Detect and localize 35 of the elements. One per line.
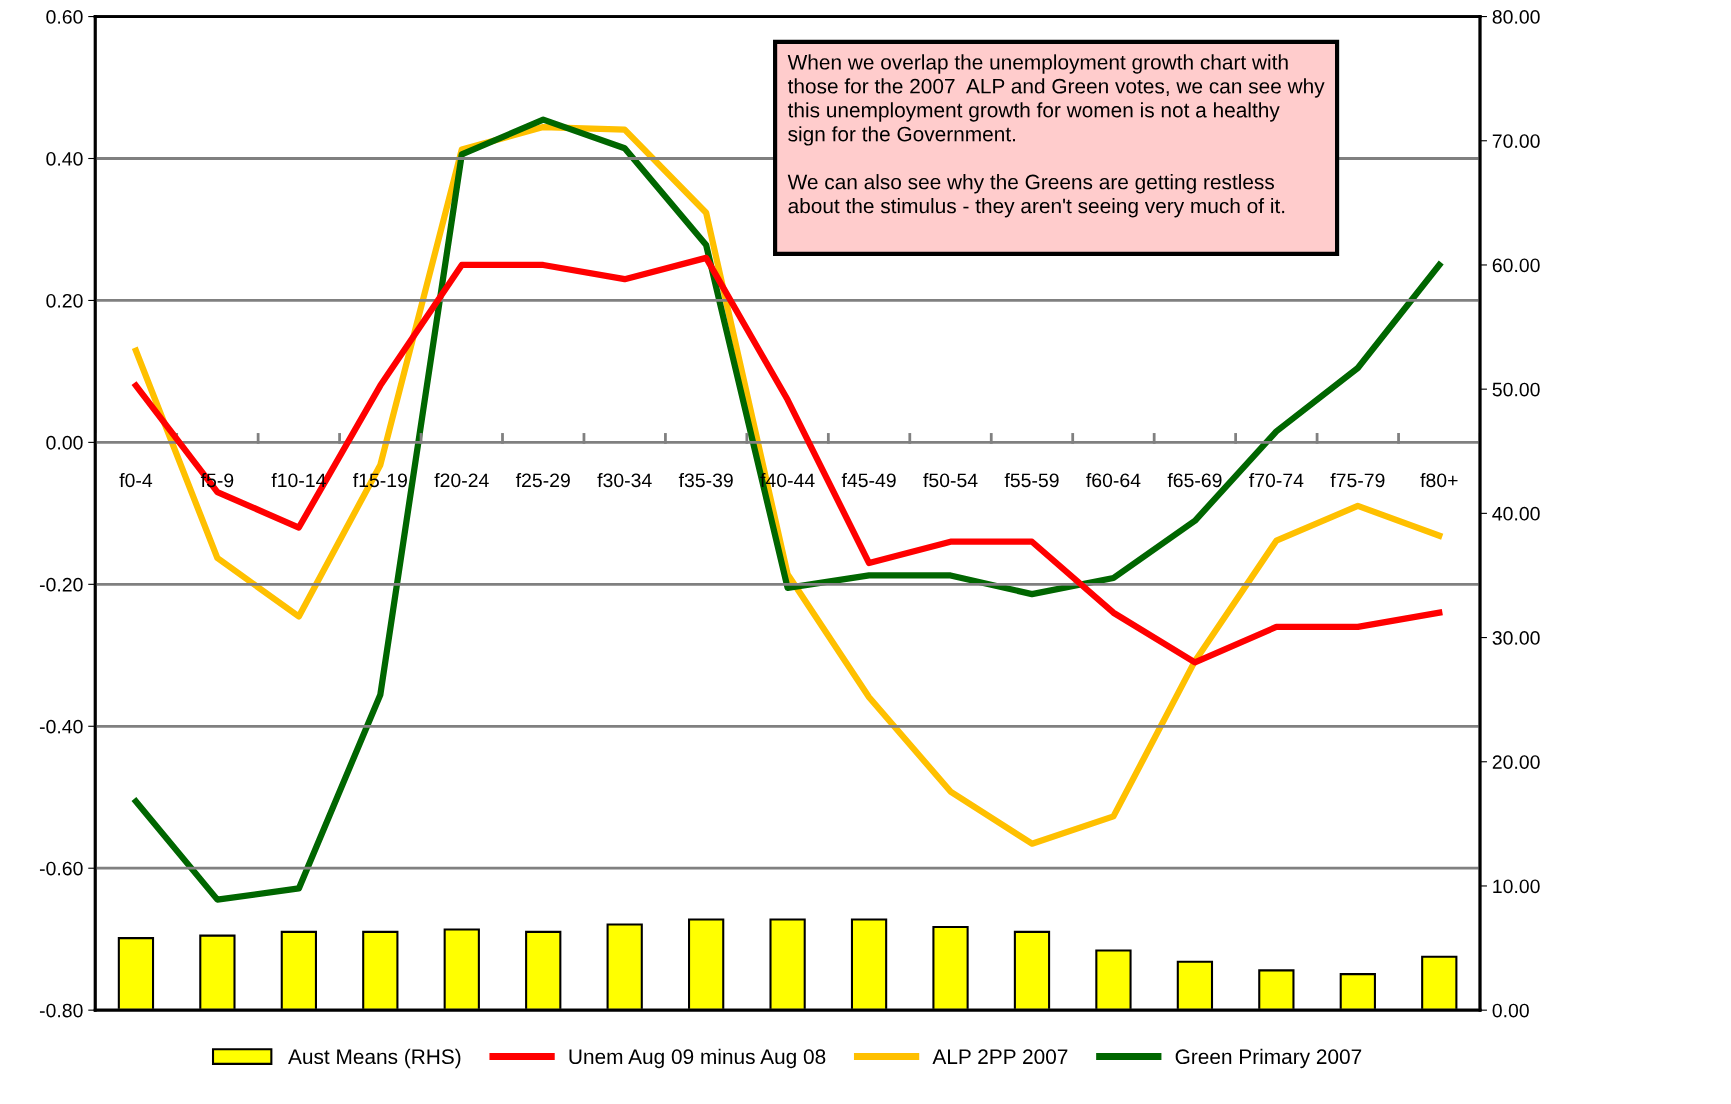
y2-tick-label: 0.00 (1492, 1003, 1529, 1018)
x-tick-label: f30-34 (597, 472, 652, 488)
x-tick-label: f50-54 (923, 472, 978, 488)
y-tick-label: -0.60 (39, 861, 83, 876)
x-tick-label: f75-79 (1330, 472, 1385, 488)
x-tick-label: f60-64 (1086, 472, 1141, 488)
x-tick-label: f35-39 (678, 472, 733, 488)
x-tick-label: f20-24 (434, 472, 489, 488)
y2-tick-label: 60.00 (1492, 258, 1540, 273)
y-tick-label: 0.40 (46, 151, 83, 166)
y-tick-label: -0.20 (39, 577, 83, 592)
y-tick-label: -0.40 (39, 719, 83, 734)
y2-tick-label: 80.00 (1492, 10, 1540, 24)
y2-tick-label: 10.00 (1493, 879, 1540, 894)
x-tick-label: f25-29 (515, 472, 570, 488)
y2-tick-label: 30.00 (1492, 631, 1540, 645)
y2-tick-label: 70.00 (1492, 134, 1540, 148)
y2-tick-label: 50.00 (1492, 382, 1540, 397)
y-tick-label: 0.60 (46, 10, 83, 24)
legend-label: ALP 2PP 2007 (932, 1049, 1068, 1065)
y-tick-label: -0.80 (39, 1003, 83, 1018)
y-tick-label: 0.00 (46, 435, 83, 450)
y2-tick-label: 40.00 (1492, 506, 1540, 521)
x-tick-label: f45-49 (841, 472, 896, 488)
x-tick-label: f65-69 (1167, 472, 1222, 488)
x-tick-label: f70-74 (1249, 472, 1304, 488)
legend-label: Green Primary 2007 (1175, 1048, 1362, 1069)
x-tick-label: f80+ (1420, 472, 1458, 488)
x-tick-label: f0-4 (119, 472, 153, 488)
legend-label: Aust Means (RHS) (288, 1048, 461, 1069)
y-tick-label: 0.20 (46, 293, 83, 308)
y2-tick-label: 20.00 (1492, 755, 1540, 769)
x-tick-label: f55-59 (1004, 472, 1059, 488)
legend-label: Unem Aug 09 minus Aug 08 (569, 1048, 826, 1069)
text: When we overlap the unemployment growth chart with those for the 2007 ALP and Green votes, we can see why this unemployment growth for women is not a healthy sign for the Government. We can also see why the Greens are getting restless about the stimulus - they aren't seeing very much of it. (787, 54, 1325, 218)
